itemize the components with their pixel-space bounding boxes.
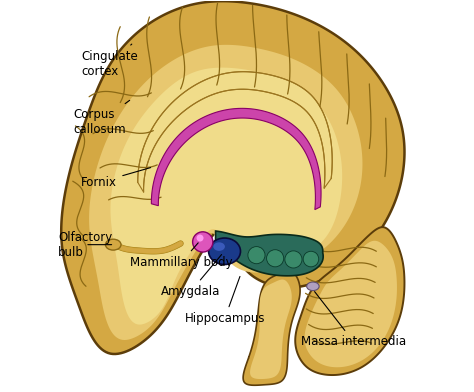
Polygon shape xyxy=(89,45,363,340)
Text: Amygdala: Amygdala xyxy=(161,254,221,298)
Polygon shape xyxy=(250,279,292,379)
Polygon shape xyxy=(216,231,323,276)
Polygon shape xyxy=(110,67,342,325)
Ellipse shape xyxy=(307,282,319,290)
Circle shape xyxy=(266,250,284,267)
Text: Mammillary body: Mammillary body xyxy=(130,243,233,269)
Polygon shape xyxy=(243,272,300,385)
Circle shape xyxy=(285,251,302,268)
Text: Cingulate
cortex: Cingulate cortex xyxy=(82,44,138,78)
Polygon shape xyxy=(304,241,397,367)
Polygon shape xyxy=(295,227,404,375)
Circle shape xyxy=(248,247,265,264)
Polygon shape xyxy=(61,1,404,354)
Text: Corpus
callosum: Corpus callosum xyxy=(73,100,130,136)
Circle shape xyxy=(303,251,319,267)
Text: Massa intermedia: Massa intermedia xyxy=(301,292,406,348)
Ellipse shape xyxy=(213,242,225,251)
Text: Fornix: Fornix xyxy=(82,167,151,189)
Ellipse shape xyxy=(209,238,240,265)
Circle shape xyxy=(197,234,203,241)
Circle shape xyxy=(192,232,213,252)
Polygon shape xyxy=(151,108,321,210)
Polygon shape xyxy=(138,72,332,192)
Text: Olfactory
bulb: Olfactory bulb xyxy=(58,230,112,259)
Ellipse shape xyxy=(105,239,121,250)
Text: Hippocampus: Hippocampus xyxy=(184,276,265,325)
